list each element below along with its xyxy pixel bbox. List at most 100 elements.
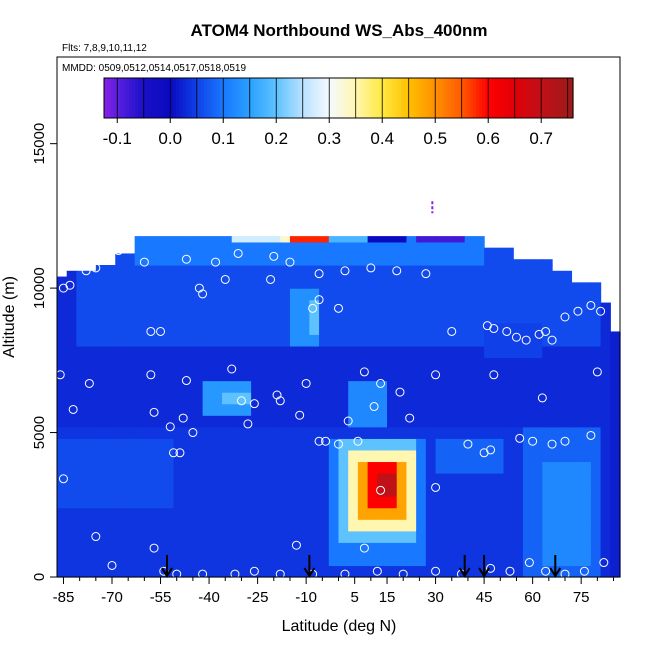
- heatmap-cell: [396, 426, 408, 439]
- heatmap-cell: [222, 519, 233, 532]
- heatmap-cell: [590, 392, 602, 405]
- heatmap-cell: [299, 276, 310, 289]
- heatmap-cell: [522, 299, 534, 312]
- heatmap-cell: [328, 473, 340, 486]
- heatmap-cell: [124, 565, 136, 578]
- heatmap-cell: [484, 369, 495, 382]
- heatmap-cell: [115, 542, 126, 555]
- heatmap-cell: [192, 369, 204, 382]
- heatmap-cell: [241, 415, 252, 428]
- heatmap-cell: [95, 311, 107, 324]
- colorbar-segment: [385, 78, 390, 118]
- heatmap-cell: [124, 496, 136, 509]
- heatmap-cell: [222, 426, 233, 439]
- heatmap-cell: [377, 496, 388, 509]
- heatmap-cell: [348, 322, 359, 335]
- y-tick-label: 5000: [31, 416, 48, 449]
- heatmap-cell: [212, 241, 223, 255]
- observation-point: [314, 295, 324, 305]
- heatmap-cell: [600, 553, 611, 567]
- heatmap-cell: [396, 236, 408, 243]
- heatmap-cell: [357, 241, 369, 255]
- heatmap-cell: [435, 288, 446, 301]
- heatmap-cell: [202, 265, 213, 278]
- heatmap-cell: [105, 496, 116, 509]
- heatmap-cell: [503, 334, 514, 347]
- heatmap-cell: [590, 345, 602, 359]
- heatmap-cell: [134, 403, 145, 416]
- heatmap-cell: [367, 553, 378, 567]
- heatmap-cell: [289, 357, 301, 370]
- heatmap-cell: [57, 288, 68, 301]
- heatmap-cell: [445, 473, 456, 486]
- heatmap-cell: [280, 322, 291, 335]
- heatmap-cell: [513, 519, 524, 532]
- heatmap-cell: [124, 288, 136, 301]
- heatmap-cell: [513, 484, 524, 497]
- heatmap-cell: [416, 241, 427, 255]
- heatmap-cell: [124, 426, 136, 439]
- heatmap-cell: [493, 484, 505, 497]
- heatmap-cell: [124, 553, 136, 567]
- colorbar-segment: [357, 78, 361, 118]
- heatmap-cell: [387, 403, 398, 416]
- heatmap-cell: [464, 311, 475, 324]
- heatmap-cell: [571, 519, 582, 532]
- observation-point: [343, 416, 353, 426]
- heatmap-cell: [571, 288, 582, 301]
- heatmap-cell: [493, 473, 505, 486]
- heatmap-cell: [124, 542, 136, 555]
- heatmap-cell: [105, 357, 116, 370]
- heatmap-cell: [76, 415, 87, 428]
- heatmap-cell: [493, 247, 505, 255]
- heatmap-cell: [338, 311, 349, 324]
- heatmap-cell: [367, 426, 378, 439]
- colorbar-segment: [254, 78, 258, 118]
- heatmap-cell: [251, 334, 262, 347]
- heatmap-cell: [241, 236, 252, 243]
- colorbar-segment: [319, 78, 324, 118]
- heatmap-cell: [192, 322, 204, 335]
- heatmap-cell: [231, 496, 243, 509]
- heatmap-cell: [95, 461, 107, 474]
- heatmap-cell: [357, 507, 369, 520]
- heatmap-cell: [406, 345, 417, 359]
- heatmap-cell: [222, 484, 233, 497]
- heatmap-cell: [154, 507, 165, 520]
- heatmap-cell: [484, 345, 495, 359]
- heatmap-cell: [280, 369, 291, 382]
- heatmap-cell: [445, 369, 456, 382]
- heatmap-cell: [66, 553, 78, 567]
- heatmap-cell: [95, 530, 107, 543]
- heatmap-cell: [600, 542, 611, 555]
- heatmap-cell: [416, 519, 427, 532]
- heatmap-cell: [173, 461, 184, 474]
- heatmap-cell: [348, 438, 359, 451]
- heatmap-cell: [260, 553, 272, 567]
- colorbar-segment: [297, 78, 302, 118]
- heatmap-cell: [309, 461, 320, 474]
- heatmap-cell: [552, 322, 563, 335]
- heatmap-cell: [387, 241, 398, 255]
- observation-point: [547, 439, 557, 449]
- heatmap-cell: [144, 565, 155, 578]
- heatmap-cell: [231, 288, 243, 301]
- colorbar-segment: [369, 78, 374, 118]
- colorbar-segment: [447, 78, 452, 118]
- heatmap-cell: [484, 299, 495, 312]
- heatmap-cell: [66, 357, 78, 370]
- heatmap-cell: [57, 276, 68, 289]
- heatmap-cell: [328, 241, 340, 255]
- heatmap-cell: [183, 542, 194, 555]
- colorbar-segment: [347, 78, 352, 118]
- heatmap-cell: [328, 253, 340, 266]
- heatmap-cell: [173, 449, 184, 463]
- heatmap-cell: [474, 507, 485, 520]
- heatmap-cell: [435, 438, 446, 451]
- heatmap-cell: [76, 299, 87, 312]
- heatmap-cell: [202, 553, 213, 567]
- heatmap-cell: [134, 542, 145, 555]
- heatmap-cell: [289, 369, 301, 382]
- heatmap-cell: [552, 380, 563, 393]
- heatmap-cell: [231, 357, 243, 370]
